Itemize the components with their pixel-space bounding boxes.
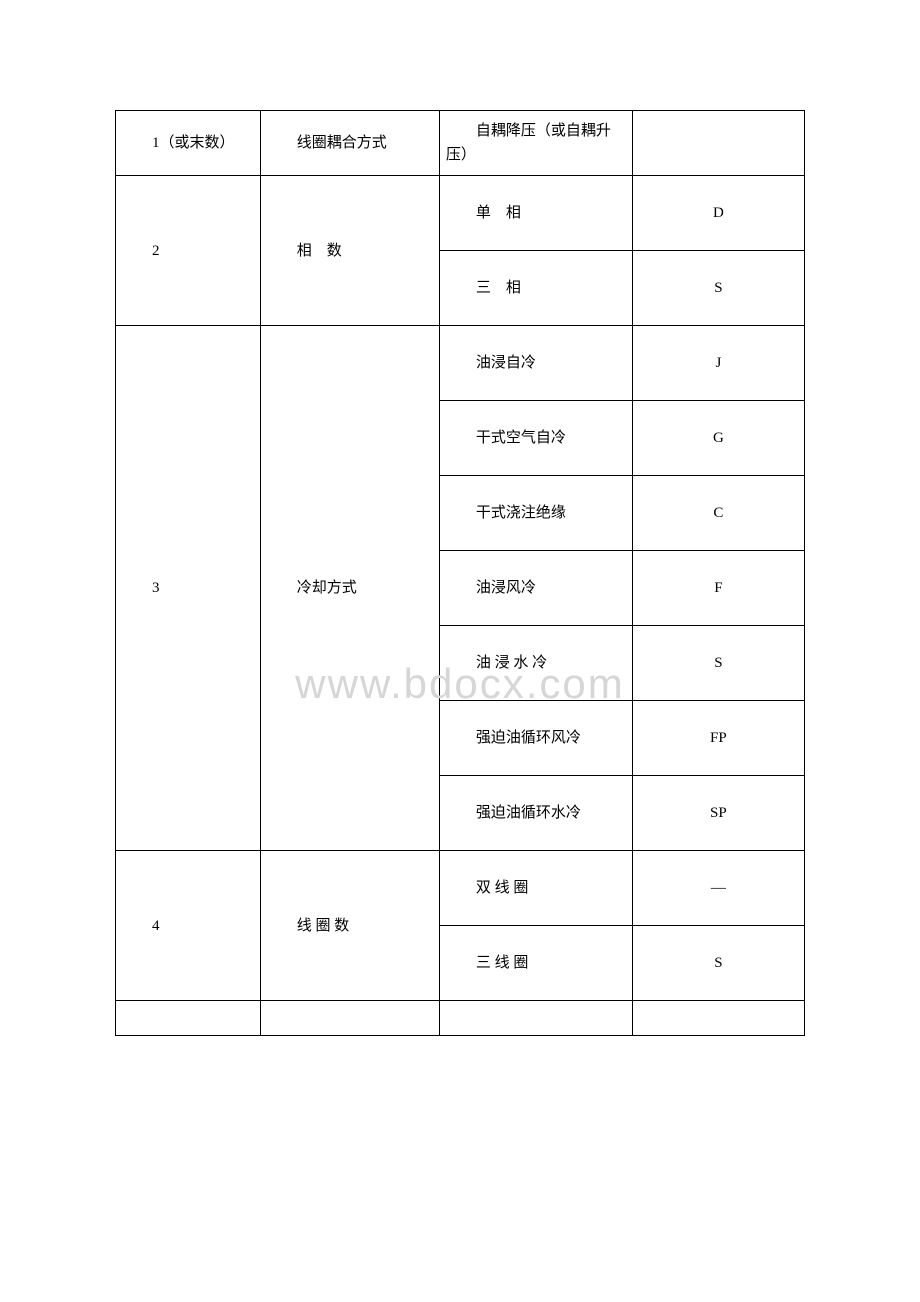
cell-code: F: [632, 551, 804, 626]
cell-code: —: [632, 851, 804, 926]
table-row: 2 相 数 单 相 D: [116, 176, 805, 251]
cell-code: J: [632, 326, 804, 401]
cell-desc: 油 浸 水 冷: [439, 626, 632, 701]
cell-desc: 三 相: [439, 251, 632, 326]
table-row: 4 线 圈 数 双 线 圈 —: [116, 851, 805, 926]
cell-code: S: [632, 251, 804, 326]
cell-desc: 单 相: [439, 176, 632, 251]
cell-desc: 油浸自冷: [439, 326, 632, 401]
cell-desc: 三 线 圈: [439, 926, 632, 1001]
cell-code: [632, 111, 804, 176]
cell-desc: 双 线 圈: [439, 851, 632, 926]
cell-seq: 4: [116, 851, 261, 1001]
cell-empty: [116, 1001, 261, 1036]
cell-category: 线 圈 数: [260, 851, 439, 1001]
table-row: 1（或末数） 线圈耦合方式 自耦降压（或自耦升压）: [116, 111, 805, 176]
cell-category: 相 数: [260, 176, 439, 326]
cell-desc: 强迫油循环风冷: [439, 701, 632, 776]
cell-code: FP: [632, 701, 804, 776]
cell-category: 冷却方式: [260, 326, 439, 851]
cell-code: D: [632, 176, 804, 251]
cell-desc: 自耦降压（或自耦升压）: [439, 111, 632, 176]
table-row: 3 冷却方式 油浸自冷 J: [116, 326, 805, 401]
cell-seq: 3: [116, 326, 261, 851]
cell-code: S: [632, 626, 804, 701]
cell-category: 线圈耦合方式: [260, 111, 439, 176]
cell-desc: 干式浇注绝缘: [439, 476, 632, 551]
cell-desc: 强迫油循环水冷: [439, 776, 632, 851]
cell-code: G: [632, 401, 804, 476]
cell-desc: 油浸风冷: [439, 551, 632, 626]
cell-empty: [260, 1001, 439, 1036]
cell-code: C: [632, 476, 804, 551]
cell-code: SP: [632, 776, 804, 851]
cell-empty: [632, 1001, 804, 1036]
cell-empty: [439, 1001, 632, 1036]
cell-code: S: [632, 926, 804, 1001]
cell-seq: 1（或末数）: [116, 111, 261, 176]
cell-desc: 干式空气自冷: [439, 401, 632, 476]
cell-seq: 2: [116, 176, 261, 326]
specification-table: 1（或末数） 线圈耦合方式 自耦降压（或自耦升压） 2 相 数 单 相 D 三 …: [115, 110, 805, 1036]
table-row: [116, 1001, 805, 1036]
